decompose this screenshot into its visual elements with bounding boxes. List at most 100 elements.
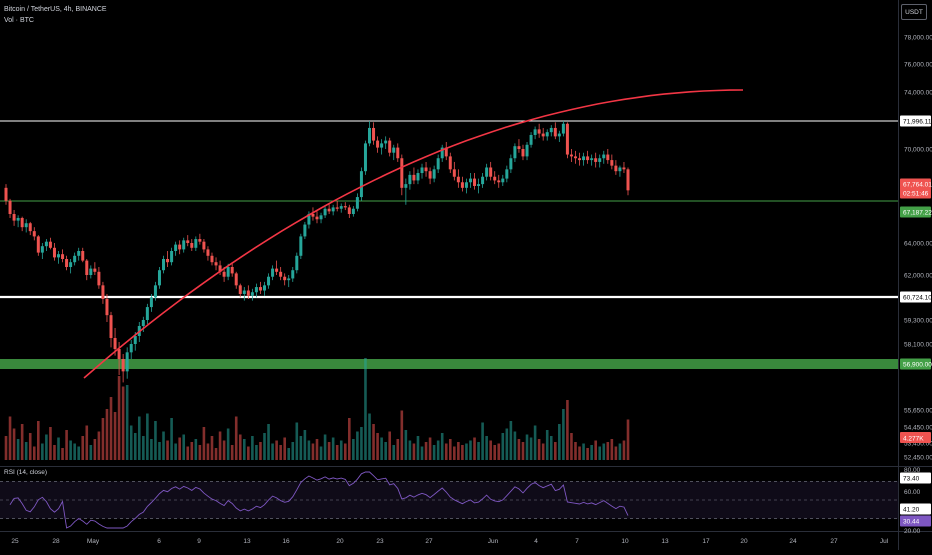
volume-bar [521, 442, 525, 460]
volume-bar [323, 434, 327, 460]
candle-body [404, 184, 408, 188]
volume-bar [352, 439, 355, 460]
volume-bar [586, 448, 589, 460]
candle-body [65, 259, 69, 267]
volume-bar [501, 433, 505, 460]
candle-body [343, 206, 347, 208]
candle-body [578, 158, 582, 161]
candle-body [614, 165, 618, 172]
currency-button[interactable]: USDT [901, 4, 927, 20]
volume-bar [497, 443, 501, 460]
candle-body [85, 260, 89, 275]
level-badge-green-bg [900, 206, 931, 218]
candle-body [372, 127, 376, 141]
candle-body [493, 176, 497, 181]
candle-body [250, 292, 254, 296]
candle-body [287, 278, 291, 281]
volume-bar [263, 433, 266, 460]
volume-bar [137, 416, 141, 460]
time-tick: 23 [376, 538, 384, 545]
rsi-badge-bg [900, 503, 931, 515]
volume-bar [113, 412, 117, 460]
level-badge-green: 67,187.22 [903, 210, 932, 217]
volume-bar [65, 430, 68, 460]
candle-body [569, 154, 573, 157]
candle-body [48, 241, 52, 248]
volume-bar [182, 434, 186, 460]
volume-bar [364, 358, 367, 460]
volume-bar [335, 445, 339, 460]
candle-body [291, 270, 295, 279]
volume-bar [376, 433, 379, 460]
candle-body [501, 178, 505, 183]
time-tick: 28 [52, 538, 60, 545]
volume-bar [408, 440, 412, 460]
time-tick: Jul [880, 538, 889, 545]
volume-bar [210, 436, 214, 460]
volume-bar [545, 430, 549, 460]
candle-body [311, 214, 315, 217]
candle-body [16, 217, 20, 221]
time-tick: 16 [282, 538, 290, 545]
volume-bar [89, 445, 93, 460]
candle-body [283, 276, 287, 281]
candle-body [626, 169, 630, 191]
candle-body [622, 167, 626, 170]
candle-body [416, 173, 420, 181]
candle-body [113, 338, 117, 349]
volume-bar [238, 434, 242, 460]
candle-body [594, 158, 598, 162]
volume-bar [299, 436, 303, 460]
volume-bar [331, 437, 335, 460]
candle-body [448, 156, 452, 170]
candle-body [436, 158, 440, 170]
volume-bar [400, 410, 404, 460]
time-tick: 25 [11, 538, 19, 545]
rsi-tick: 60.00 [904, 489, 921, 496]
volume-bar [372, 424, 375, 460]
candle-body [125, 352, 129, 372]
candle-body [489, 167, 493, 177]
candle-body [582, 156, 586, 161]
volume-bar [517, 439, 521, 460]
candle-body [129, 344, 133, 353]
volume-bar [598, 446, 602, 460]
volume-bar [291, 442, 295, 460]
time-tick: 20 [740, 538, 748, 545]
candle-body [210, 255, 214, 263]
candle-body [319, 215, 323, 220]
volume-bar [57, 437, 60, 460]
candle-body [444, 147, 448, 157]
candle-body [93, 268, 97, 272]
candle-body [380, 143, 384, 148]
volume-bar [45, 434, 48, 460]
volume-badge-bg [900, 432, 931, 443]
candle-body [40, 246, 44, 253]
volume-bar [348, 418, 351, 460]
time-tick: Jun [488, 538, 499, 545]
candle-body [153, 285, 157, 298]
candle-body [412, 174, 416, 181]
volume-bar [404, 430, 408, 460]
candle-body [12, 214, 16, 221]
candle-body [279, 271, 283, 277]
candle-body [549, 127, 553, 133]
volume-bar [198, 445, 202, 460]
candle-body [424, 167, 428, 172]
candle-body [440, 147, 444, 159]
volume-bar [194, 439, 198, 460]
time-tick: May [87, 538, 100, 545]
volume-bar [582, 443, 585, 460]
volume-bar [444, 443, 448, 460]
candle-body [376, 140, 380, 148]
candle-body [485, 167, 489, 177]
volume-bar [37, 421, 40, 460]
time-tick: 4 [534, 538, 538, 545]
volume-bar [513, 431, 517, 460]
candle-body [590, 158, 594, 161]
volume-bar [109, 397, 113, 460]
candle-body [307, 214, 311, 225]
volume-bar [226, 428, 230, 460]
